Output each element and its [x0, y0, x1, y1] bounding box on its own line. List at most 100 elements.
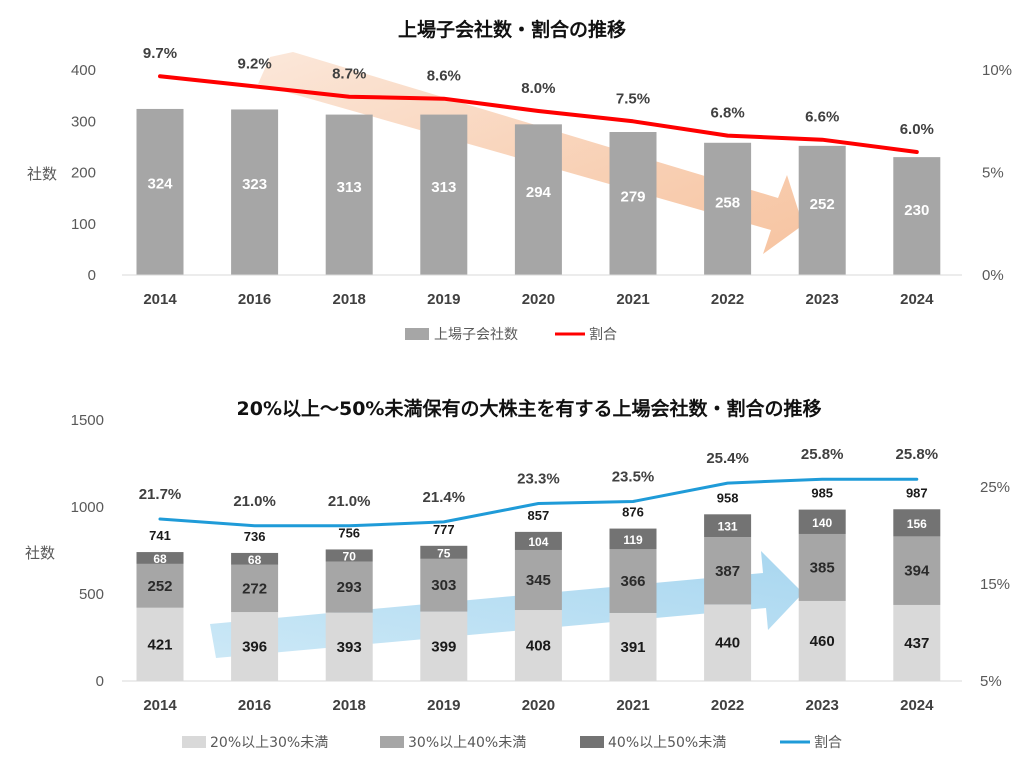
chart2-bar-segment-2016-3 [231, 552, 279, 565]
chart2-segment-label: 387 [715, 563, 740, 580]
chart1-bars: 324 323 313 313 294 279 258 252 230 [136, 108, 941, 276]
chart1-bar-2014 [136, 108, 184, 275]
chart2-total-label: 958 [717, 490, 739, 505]
chart2-legend-label-20-30: 20%以上30%未満 [210, 735, 328, 751]
chart2-segment-label: 104 [528, 535, 548, 549]
chart2-stacked-bars: 421 252 68 741 396 272 68 736 393 293 70 756 399 303 7… [136, 485, 941, 681]
chart1-y2-tick-label: 10% [982, 62, 1012, 79]
chart1-x-tick-label: 2018 [333, 291, 366, 308]
chart2-segment-label: 303 [431, 577, 456, 594]
chart2-total-label: 985 [811, 486, 833, 501]
chart2-bar-segment-2022-2 [704, 537, 752, 605]
chart2-y2-tick-label: 25% [980, 479, 1010, 496]
chart1-ratio-label: 8.6% [427, 68, 461, 85]
chart2-bar-segment-2023-1 [798, 600, 846, 681]
chart2-segment-label: 391 [620, 639, 645, 656]
chart1-y2-tick-label: 0% [982, 267, 1004, 284]
chart2-segment-label: 119 [623, 533, 643, 547]
chart2-bar-segment-2016-2 [231, 564, 279, 613]
chart2-bar-segment-2021-2 [609, 549, 657, 613]
chart1-legend: 上場子会社数 割合 [405, 326, 617, 343]
chart2-legend-label-line: 割合 [814, 734, 842, 751]
chart1-ratio-label: 9.7% [143, 45, 177, 62]
chart2-ratio-label: 25.8% [801, 446, 844, 463]
chart2-x-tick-label: 2023 [806, 697, 839, 714]
chart2-total-label: 741 [149, 528, 171, 543]
chart2-segment-label: 70 [343, 550, 357, 564]
chart2-bar-segment-2014-1 [136, 607, 184, 681]
chart2-segment-label: 394 [904, 563, 930, 580]
chart2-legend-swatch-30-40 [380, 736, 404, 748]
chart1-x-axis: 2014 2016 2018 2019 2020 2021 2022 2023 2024 [143, 291, 934, 308]
chart1-bar-2018 [325, 114, 373, 276]
chart2-y2-tick-label: 15% [980, 576, 1010, 593]
chart1-y2-tick-label: 5% [982, 165, 1004, 182]
chart2-ratio-label: 21.0% [233, 493, 276, 510]
chart1-bar-label: 313 [431, 179, 456, 196]
chart1-x-tick-label: 2023 [806, 291, 839, 308]
chart1-y-tick-label: 200 [71, 165, 96, 182]
chart1-ratio-label: 7.5% [616, 90, 650, 107]
chart2-x-tick-label: 2024 [900, 697, 934, 714]
chart2-ratio-label: 25.8% [896, 446, 939, 463]
chart2-y2-tick-label: 5% [980, 673, 1002, 690]
chart2-bar-segment-2014-3 [136, 552, 184, 564]
chart2-total-label: 987 [906, 485, 928, 500]
chart2-bar-segment-2019-2 [420, 558, 468, 612]
chart2-segment-label: 156 [907, 517, 927, 531]
chart2-segment-label: 272 [242, 580, 267, 597]
chart2-y-axis-label: 社数 [25, 544, 55, 562]
chart1-legend-label-line: 割合 [589, 326, 617, 343]
chart1-y-tick-label: 0 [88, 267, 96, 284]
chart1-ratio-label: 9.2% [237, 55, 271, 72]
chart2-x-tick-label: 2022 [711, 697, 744, 714]
chart2-y-axis: 0 500 1000 1500 [71, 412, 104, 690]
chart2-x-tick-label: 2016 [238, 697, 271, 714]
chart1-x-tick-label: 2022 [711, 291, 744, 308]
chart2-bar-segment-2023-2 [798, 533, 846, 601]
chart2-y-tick-label: 0 [96, 673, 104, 690]
chart1-title: 上場子会社数・割合の推移 [398, 18, 626, 41]
chart2-bar-segment-2024-2 [893, 536, 941, 605]
chart2-x-tick-label: 2019 [427, 697, 460, 714]
chart2-legend-swatch-20-30 [182, 736, 206, 748]
chart2-ratio-line: 21.7% 21.0% 21.0% 21.4% 23.3% 23.5% 25.4% 25.8%… [139, 446, 939, 528]
chart2-ratio-label: 21.7% [139, 486, 182, 503]
chart2-bar-segment-2024-3 [893, 509, 941, 537]
chart1-y-axis: 0 100 200 300 400 [71, 62, 96, 284]
chart1-bar-label: 230 [904, 202, 929, 219]
chart2-bar-segment-2014-2 [136, 563, 184, 608]
chart2-total-label: 756 [338, 525, 360, 540]
chart1-bar-label: 323 [242, 176, 267, 193]
chart2-y2-axis: 5% 15% 25% [980, 479, 1010, 690]
chart2-segment-label: 131 [718, 520, 738, 534]
chart2-segment-label: 408 [526, 638, 551, 655]
chart2-segment-label: 440 [715, 635, 740, 652]
chart2-bar-segment-2021-1 [609, 612, 657, 681]
chart1-x-tick-label: 2021 [616, 291, 649, 308]
chart2-total-label: 857 [528, 508, 550, 523]
chart1-y-tick-label: 300 [71, 113, 96, 130]
chart1-x-tick-label: 2024 [900, 291, 934, 308]
chart2-segment-label: 75 [437, 546, 451, 560]
chart2-bar-segment-2022-3 [704, 514, 752, 538]
chart1-ratio-polyline [158, 74, 919, 154]
chart2-title: 20%以上～50%未満保有の大株主を有する上場会社数・割合の推移 [237, 397, 822, 420]
chart2-y-tick-label: 1500 [71, 412, 104, 429]
chart2-ratio-label: 23.5% [612, 469, 655, 486]
chart1-bar-label: 279 [620, 188, 645, 205]
chart1-bar-2022 [704, 142, 752, 275]
chart1-x-tick-label: 2020 [522, 291, 555, 308]
chart1-bar-2023 [798, 145, 846, 275]
chart1-legend-label-bars: 上場子会社数 [434, 327, 518, 343]
chart1-bar-label: 313 [337, 179, 362, 196]
chart1-bar-label: 324 [147, 176, 173, 193]
chart1-x-tick-label: 2019 [427, 291, 460, 308]
chart2-segment-label: 437 [904, 635, 929, 652]
chart1-bar-2020 [514, 124, 562, 275]
chart2-ratio-label: 23.3% [517, 470, 560, 487]
chart2-segment-label: 68 [248, 553, 262, 567]
chart2-ratio-label: 25.4% [706, 450, 749, 467]
chart2-bar-segment-2022-1 [704, 604, 752, 681]
